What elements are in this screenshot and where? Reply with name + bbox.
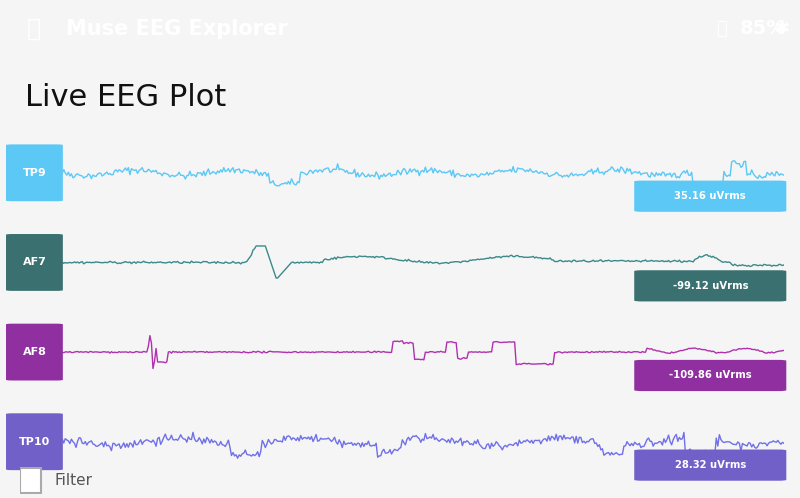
Text: Filter: Filter: [54, 473, 93, 488]
Text: 🧠: 🧠: [26, 16, 41, 41]
Text: ✱: ✱: [774, 19, 790, 38]
FancyBboxPatch shape: [20, 468, 41, 493]
Text: Muse EEG Explorer: Muse EEG Explorer: [66, 18, 287, 39]
Text: -109.86 uVrms: -109.86 uVrms: [669, 371, 751, 380]
FancyBboxPatch shape: [6, 234, 63, 291]
FancyBboxPatch shape: [634, 360, 786, 391]
Text: TP10: TP10: [19, 437, 50, 447]
Text: AF8: AF8: [22, 347, 46, 357]
Text: Live EEG Plot: Live EEG Plot: [26, 83, 226, 113]
Text: AF7: AF7: [22, 257, 46, 267]
FancyBboxPatch shape: [634, 450, 786, 481]
FancyBboxPatch shape: [634, 270, 786, 301]
Text: TP9: TP9: [22, 168, 46, 178]
Text: 🔋: 🔋: [716, 19, 726, 38]
Text: -99.12 uVrms: -99.12 uVrms: [673, 281, 748, 291]
Text: 28.32 uVrms: 28.32 uVrms: [674, 460, 746, 470]
FancyBboxPatch shape: [634, 181, 786, 212]
Text: 35.16 uVrms: 35.16 uVrms: [674, 191, 746, 201]
FancyBboxPatch shape: [6, 324, 63, 380]
Text: 85%: 85%: [740, 19, 786, 38]
FancyBboxPatch shape: [6, 413, 63, 470]
FancyBboxPatch shape: [6, 144, 63, 201]
